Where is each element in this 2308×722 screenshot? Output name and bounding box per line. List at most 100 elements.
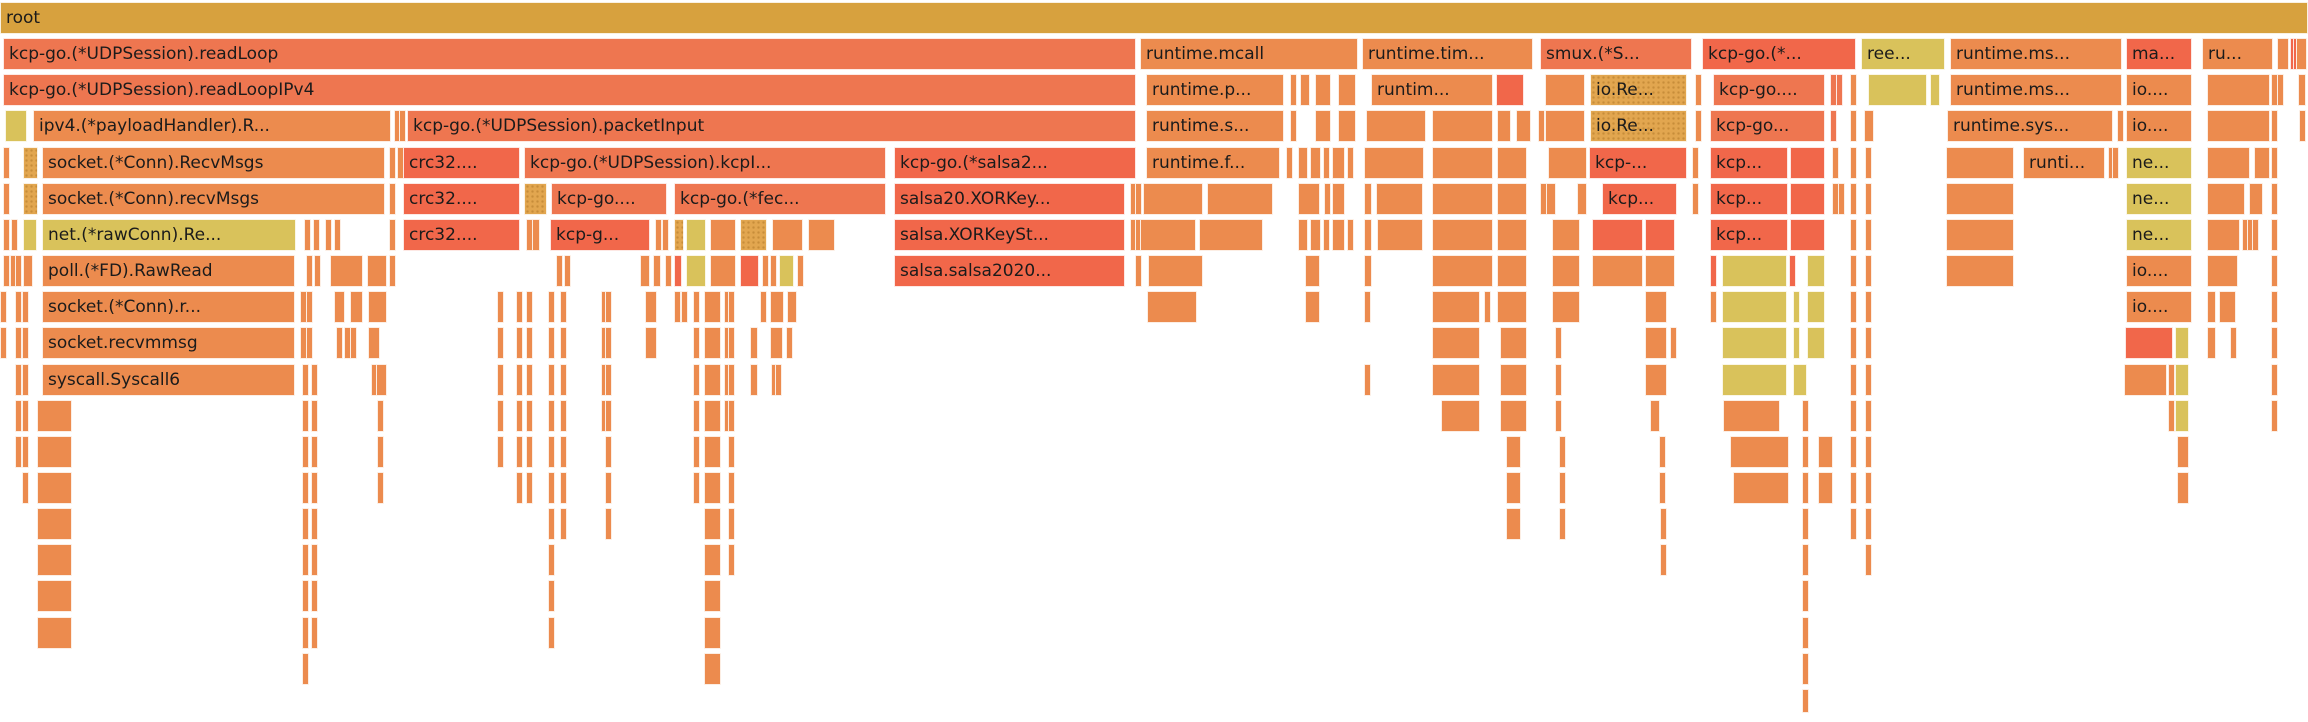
frame[interactable]	[655, 219, 662, 251]
frame[interactable]	[526, 400, 533, 432]
frame[interactable]	[645, 291, 657, 323]
frame[interactable]	[1659, 472, 1666, 504]
frame[interactable]	[1660, 508, 1667, 540]
frame[interactable]	[1376, 183, 1423, 215]
frame[interactable]	[693, 364, 700, 396]
frame[interactable]	[2271, 110, 2278, 142]
frame[interactable]	[302, 472, 309, 504]
frame[interactable]	[1324, 183, 1331, 215]
frame[interactable]	[704, 364, 721, 396]
frame[interactable]	[15, 327, 22, 359]
frame[interactable]	[1364, 183, 1372, 215]
frame[interactable]	[693, 291, 700, 323]
frame[interactable]	[1865, 255, 1872, 287]
frame[interactable]	[1722, 364, 1787, 396]
frame[interactable]	[548, 544, 555, 576]
frame[interactable]	[1332, 219, 1345, 251]
frame[interactable]	[1865, 327, 1872, 359]
frame[interactable]	[1645, 255, 1675, 287]
frame[interactable]	[1789, 255, 1796, 287]
frame[interactable]	[15, 436, 22, 468]
frame[interactable]	[1850, 364, 1857, 396]
frame[interactable]	[2230, 327, 2237, 359]
frame-io-re[interactable]: io.Re...	[1590, 74, 1687, 106]
frame-runti[interactable]: runti...	[2023, 147, 2105, 179]
frame[interactable]	[704, 544, 721, 576]
frame-crc32[interactable]: crc32....	[403, 219, 520, 251]
frame-salsa-xorkeyst[interactable]: salsa.XORKeySt...	[894, 219, 1125, 251]
frame[interactable]	[350, 291, 363, 323]
frame[interactable]	[1733, 472, 1789, 504]
frame[interactable]	[2207, 74, 2270, 106]
frame[interactable]	[376, 364, 387, 396]
frame[interactable]	[22, 436, 29, 468]
frame[interactable]	[1807, 291, 1825, 323]
frame[interactable]	[311, 580, 318, 612]
frame[interactable]	[37, 400, 72, 432]
frame-runtime-p[interactable]: runtime.p...	[1146, 74, 1284, 106]
frame[interactable]	[516, 472, 523, 504]
frame-io[interactable]: io....	[2126, 110, 2192, 142]
frame-ne[interactable]: ne...	[2126, 147, 2192, 179]
frame[interactable]	[516, 364, 523, 396]
frame[interactable]	[2271, 255, 2278, 287]
frame[interactable]	[23, 255, 33, 287]
frame[interactable]	[1865, 400, 1872, 432]
frame[interactable]	[311, 472, 318, 504]
frame-ne[interactable]: ne...	[2126, 219, 2192, 251]
frame-salsa-salsa2020[interactable]: salsa.salsa2020...	[894, 255, 1125, 287]
frame[interactable]	[704, 327, 721, 359]
frame-ipv4-payloadhandler-r[interactable]: ipv4.(*payloadHandler).R...	[33, 110, 391, 142]
frame-salsa20-xorkey[interactable]: salsa20.XORKey...	[894, 183, 1125, 215]
frame[interactable]	[548, 436, 555, 468]
frame[interactable]	[1865, 364, 1872, 396]
frame[interactable]	[1592, 219, 1643, 251]
frame-kcp-go[interactable]: kcp-go...	[1710, 110, 1825, 142]
frame[interactable]	[5, 110, 27, 142]
frame[interactable]	[2271, 327, 2278, 359]
frame[interactable]	[15, 400, 22, 432]
frame[interactable]	[526, 291, 533, 323]
frame[interactable]	[808, 219, 835, 251]
frame[interactable]	[306, 291, 313, 323]
frame[interactable]	[1559, 472, 1566, 504]
frame[interactable]	[367, 255, 387, 287]
frame[interactable]	[1659, 436, 1666, 468]
frame[interactable]	[1832, 147, 1839, 179]
frame[interactable]	[548, 472, 555, 504]
frame-crc32[interactable]: crc32....	[403, 183, 520, 215]
frame[interactable]	[1432, 255, 1493, 287]
frame[interactable]	[516, 327, 523, 359]
frame[interactable]	[377, 400, 384, 432]
frame[interactable]	[2168, 364, 2175, 396]
frame-runtime-sys[interactable]: runtime.sys...	[1947, 110, 2113, 142]
frame[interactable]	[1323, 219, 1330, 251]
frame[interactable]	[2117, 110, 2124, 142]
frame[interactable]	[1850, 219, 1857, 251]
frame[interactable]	[728, 544, 735, 576]
frame-kcp[interactable]: kcp...	[1710, 147, 1788, 179]
frame[interactable]	[1497, 110, 1511, 142]
frame[interactable]	[786, 327, 793, 359]
frame[interactable]	[399, 110, 406, 142]
frame[interactable]	[2271, 364, 2278, 396]
frame[interactable]	[389, 219, 396, 251]
frame[interactable]	[1790, 219, 1825, 251]
frame[interactable]	[605, 364, 612, 396]
frame[interactable]	[497, 291, 504, 323]
frame[interactable]	[1946, 183, 2014, 215]
frame[interactable]	[304, 219, 311, 251]
frame[interactable]	[334, 219, 341, 251]
frame-runtime-tim[interactable]: runtime.tim...	[1362, 38, 1533, 70]
frame[interactable]	[0, 327, 7, 359]
frame[interactable]	[1836, 74, 1843, 106]
frame[interactable]	[1148, 255, 1203, 287]
frame-ru[interactable]: ru...	[2202, 38, 2273, 70]
frame[interactable]	[311, 544, 318, 576]
frame[interactable]	[1497, 219, 1527, 251]
frame[interactable]	[302, 617, 309, 649]
frame[interactable]	[1850, 74, 1857, 106]
frame-io[interactable]: io....	[2126, 291, 2192, 323]
frame[interactable]	[760, 291, 767, 323]
frame[interactable]	[1290, 110, 1297, 142]
